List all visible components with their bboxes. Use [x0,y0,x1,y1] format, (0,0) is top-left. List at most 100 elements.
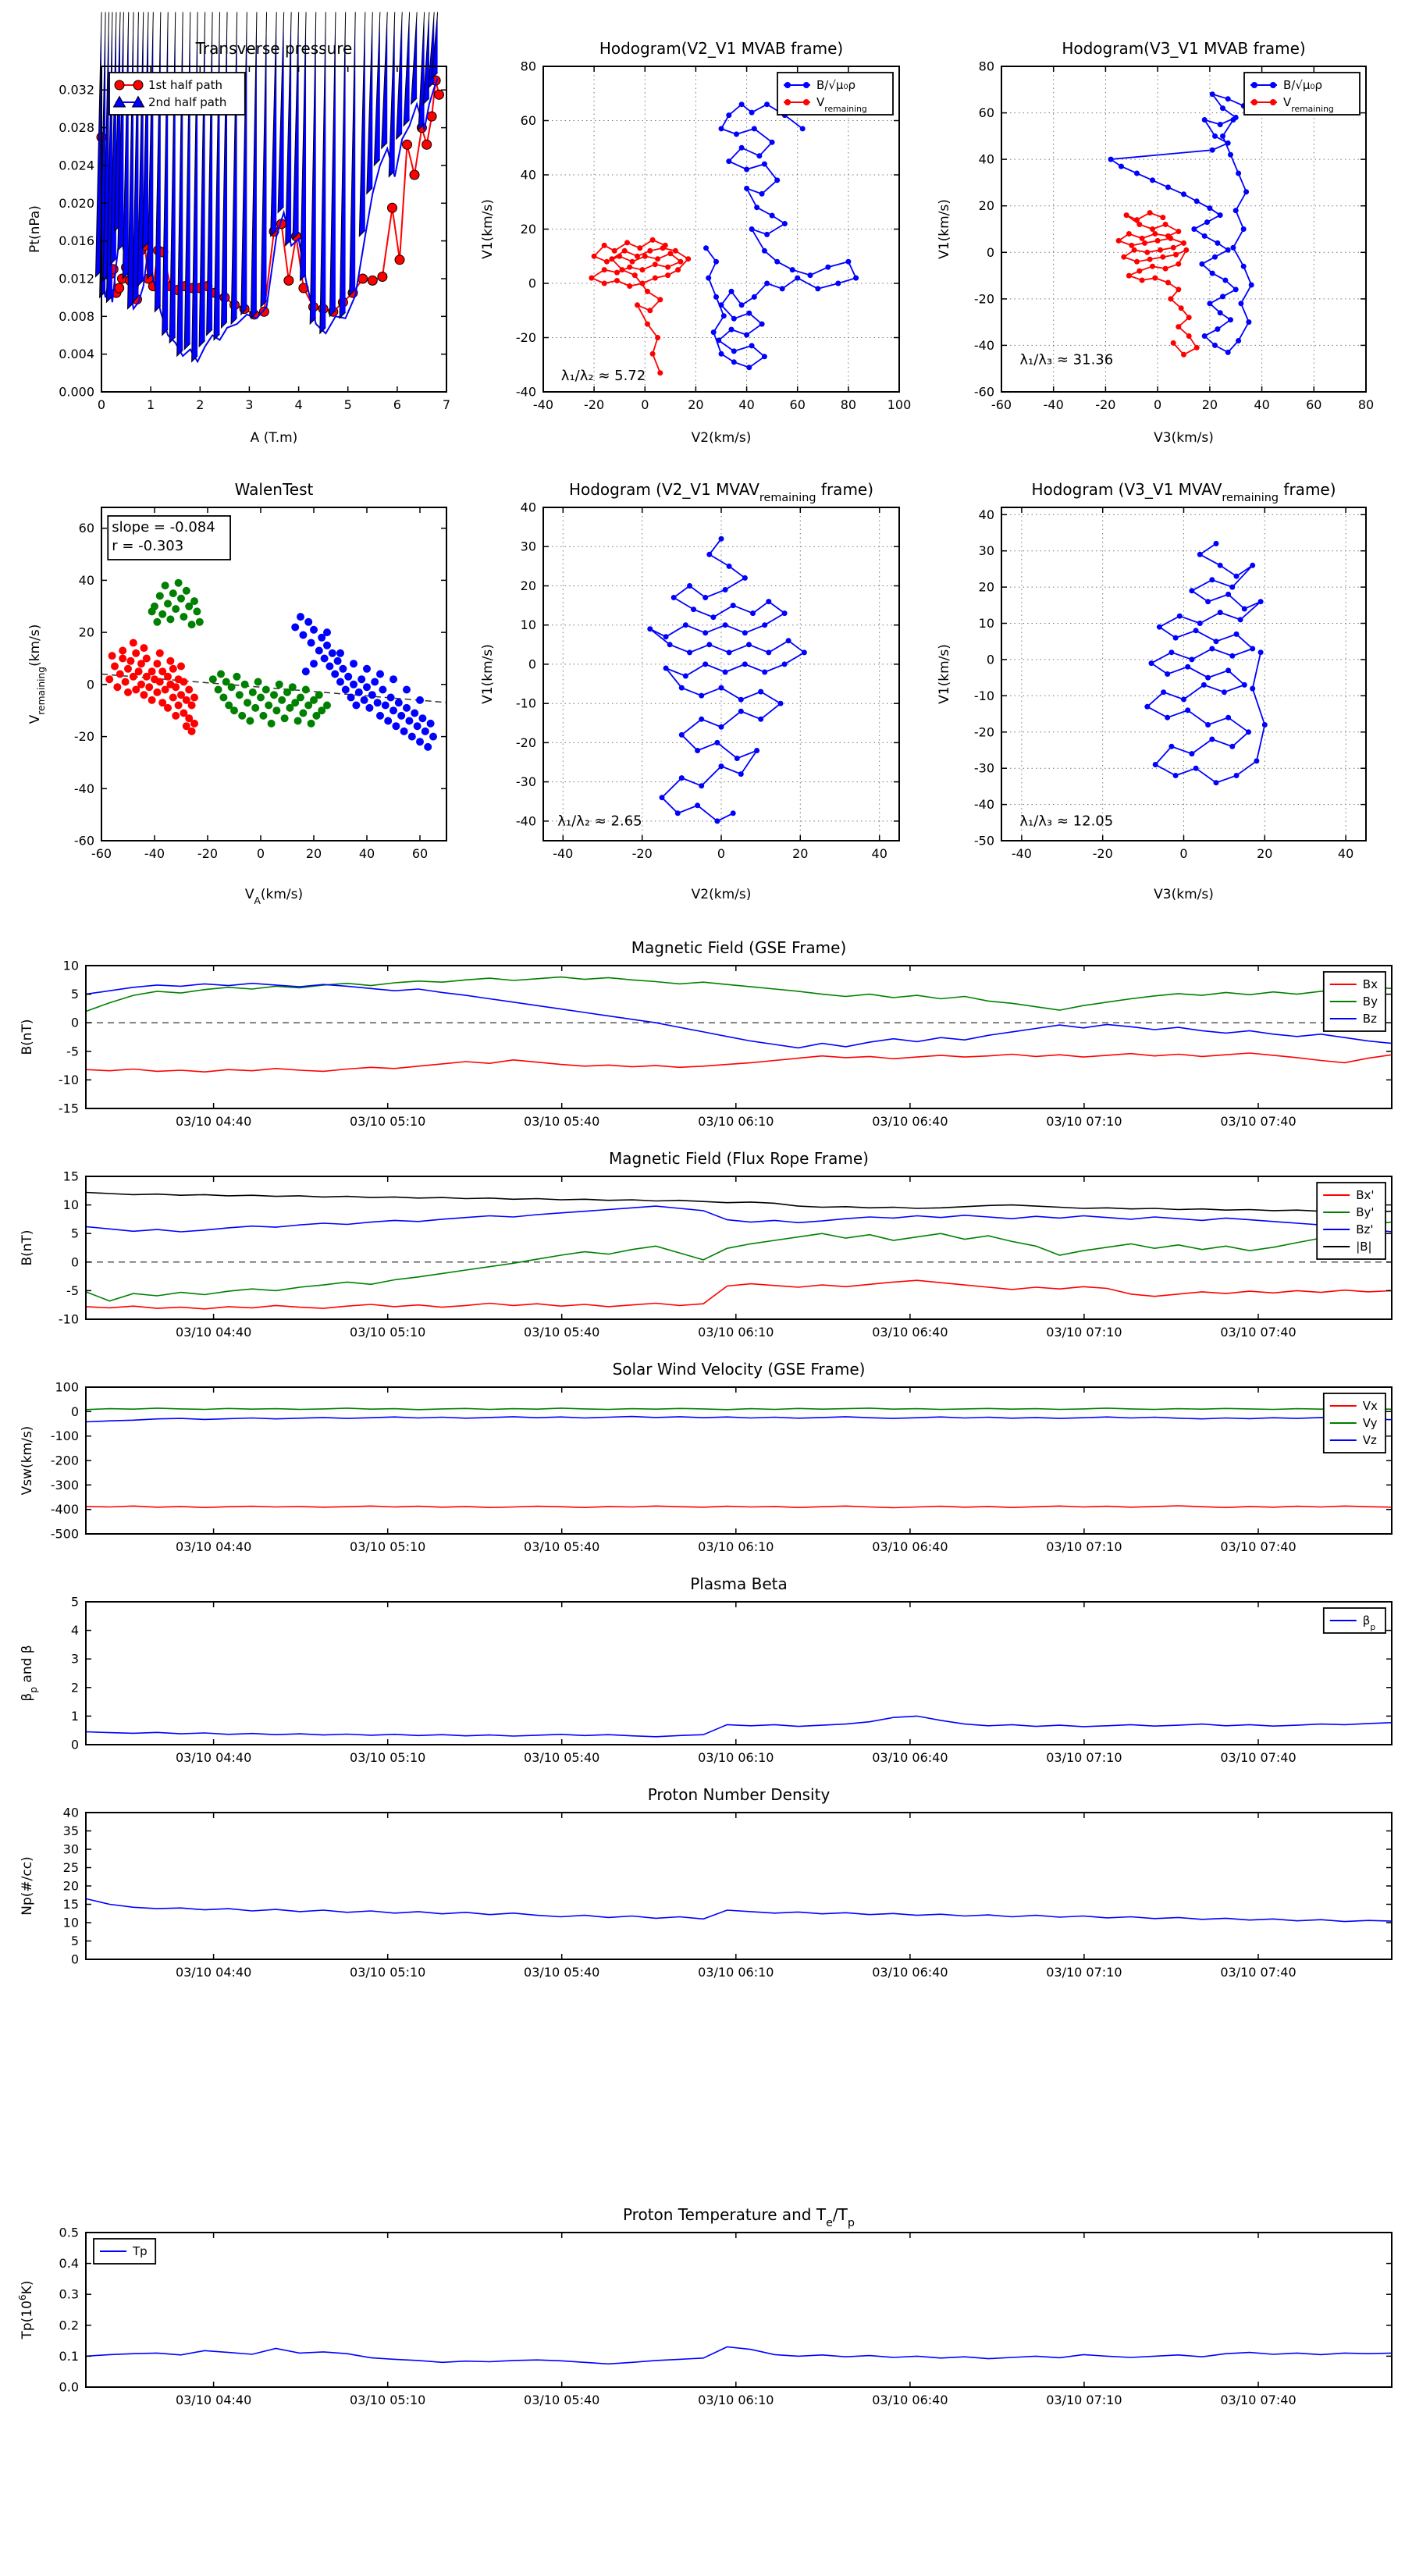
x-tick-label: 03/10 05:10 [350,1539,425,1554]
x-tick-label: 60 [1306,397,1321,412]
x-tick-label: 03/10 04:40 [176,1325,251,1340]
plot-mag-field-flux-rope: 03/10 04:40 03/10 05:10 03/10 05:40 03/10 0… [16,1144,1401,1350]
y-tick-label: 100 [55,1380,79,1395]
y-tick-label: 40 [979,507,994,522]
annotation-text: λ₁/λ₃ ≈ 31.36 [1019,351,1113,368]
chart-title: WalenTest [235,480,314,499]
y-tick-label: -40 [516,813,536,828]
x-axis-label: V2(km/s) [692,887,752,902]
legend-label: By' [1356,1205,1374,1219]
x-tick-label: 20 [688,397,703,412]
chart-title: Hodogram (V2_V1 MVAVremaining frame) [569,480,873,504]
plot-hodogram-v3v1-mvav: -40 -20 0 20 40 -50 -40 -30 -20 -10 0 10 20 30 40 Hodog… [933,461,1382,909]
x-tick-label: 03/10 07:10 [1046,1539,1122,1554]
y-tick-label: 5 [71,1595,79,1610]
legend-label: By [1363,994,1378,1009]
x-tick-label: -40 [144,846,165,861]
x-tick-label: 0 [641,397,649,412]
y-tick-label: 3 [71,1652,79,1667]
y-tick-label: 5 [71,987,79,1002]
x-tick-label: 03/10 05:40 [524,1750,599,1765]
x-tick-label: 03/10 06:40 [872,1750,948,1765]
x-tick-label: 20 [792,846,808,861]
x-tick-label: 03/10 07:40 [1220,1750,1296,1765]
y-tick-label: 15 [63,1169,79,1184]
y-tick-label: 0 [71,1952,79,1967]
x-tick-label: -40 [1044,397,1064,412]
y-axis-label: V1(km/s) [480,644,496,704]
x-tick-label: -40 [553,846,573,861]
x-axis-label: VA(km/s) [245,887,303,906]
y-tick-label: 0.032 [59,83,94,98]
y-tick-label: 0.028 [59,120,94,135]
y-tick-label: 4 [71,1623,79,1638]
chart-svg-plasma-beta: 03/10 04:40 03/10 05:10 03/10 05:40 03/10 0… [20,1574,1393,1765]
x-tick-label: 0 [98,397,105,412]
y-tick-label: 10 [63,959,79,973]
x-tick-label: 03/10 05:10 [350,1114,425,1129]
y-tick-label: 0.3 [59,2287,79,2302]
y-tick-label: -10 [59,1073,79,1087]
y-tick-label: -500 [51,1527,79,1542]
y-tick-label: 60 [979,105,994,120]
y-axis-label: Np(#/cc) [20,1856,35,1915]
legend: Bx' By' Bz' |B| [1316,1182,1386,1260]
chart-svg-hodogram-v2v1-mvab: -40 -20 0 20 40 60 80 100 -40 -20 0 20 40 60 80 Hodogra… [480,39,912,446]
x-tick-label: 03/10 05:10 [350,2393,425,2407]
x-tick-label: 20 [306,846,322,861]
x-tick-label: 03/10 07:40 [1220,1539,1296,1554]
y-tick-label: 35 [63,1823,79,1838]
plot-hodogram-v2v1-mvab: -40 -20 0 20 40 60 80 100 -40 -20 0 20 40 60 80 Hodogra… [476,12,913,453]
y-tick-label: 15 [63,1897,79,1912]
y-tick-label: 0 [987,245,994,260]
x-tick-label: 40 [872,846,887,861]
y-axis-label: V1(km/s) [480,199,496,259]
x-tick-label: 80 [841,397,856,412]
legend-label: 2nd half path [148,95,226,109]
x-tick-label: 80 [1358,397,1374,412]
x-tick-label: 03/10 06:40 [872,1539,948,1554]
x-tick-label: 03/10 04:40 [176,1750,251,1765]
y-tick-label: 0 [71,1016,79,1030]
x-tick-label: 03/10 07:40 [1220,2393,1296,2407]
y-tick-label: -40 [516,385,536,400]
x-tick-label: -40 [1012,846,1032,861]
y-tick-label: -20 [516,330,536,345]
y-tick-label: -40 [74,781,94,796]
chart-svg-transverse-pressure: 0 1 2 3 4 5 6 7 0.000 0.004 0.008 0.012 0.016 0.020 0.… [27,12,450,446]
chart-svg-proton-number-density: 03/10 04:40 03/10 05:10 03/10 05:40 03/10 0… [20,1785,1393,1980]
x-tick-label: 60 [790,397,806,412]
chart-title: Solar Wind Velocity (GSE Frame) [613,1360,866,1379]
x-tick-label: 20 [1202,397,1218,412]
x-tick-label: 03/10 05:40 [524,1325,599,1340]
x-tick-label: 03/10 05:10 [350,1325,425,1340]
x-tick-label: 03/10 05:10 [350,1750,425,1765]
plot-solar-wind-velocity: 03/10 04:40 03/10 05:10 03/10 05:40 03/10 0… [16,1354,1401,1565]
y-tick-label: 40 [521,168,536,183]
x-tick-label: 4 [295,397,303,412]
x-tick-label: 03/10 07:10 [1046,1325,1122,1340]
legend: Tp [93,2238,157,2265]
y-tick-label: 0 [528,276,536,291]
y-tick-label: 40 [979,152,994,167]
x-tick-label: 0 [1154,397,1161,412]
x-tick-label: 03/10 06:10 [698,1325,774,1340]
chart-title: Proton Number Density [648,1785,831,1804]
y-tick-label: -40 [974,797,994,812]
plot-walen-test: -60 -40 -20 0 20 40 60 -60 -40 -20 0 20 40 60 WalenTes… [23,461,461,909]
y-tick-label: -100 [51,1429,79,1443]
y-tick-label: 30 [521,539,536,554]
chart-title: Hodogram (V3_V1 MVAVremaining frame) [1031,480,1336,504]
x-tick-label: 100 [887,397,912,412]
x-tick-label: 03/10 06:10 [698,1965,774,1980]
plot-proton-number-density: 03/10 04:40 03/10 05:10 03/10 05:40 03/10 0… [16,1780,1401,1991]
y-tick-label: 20 [79,625,94,640]
y-tick-label: -20 [974,724,994,739]
x-tick-label: -60 [91,846,112,861]
x-tick-label: 03/10 06:40 [872,1325,948,1340]
legend-label: Bx' [1356,1188,1374,1202]
y-tick-label: 0.008 [59,309,94,324]
x-tick-label: 03/10 06:10 [698,1539,774,1554]
y-tick-label: -5 [66,1044,79,1059]
